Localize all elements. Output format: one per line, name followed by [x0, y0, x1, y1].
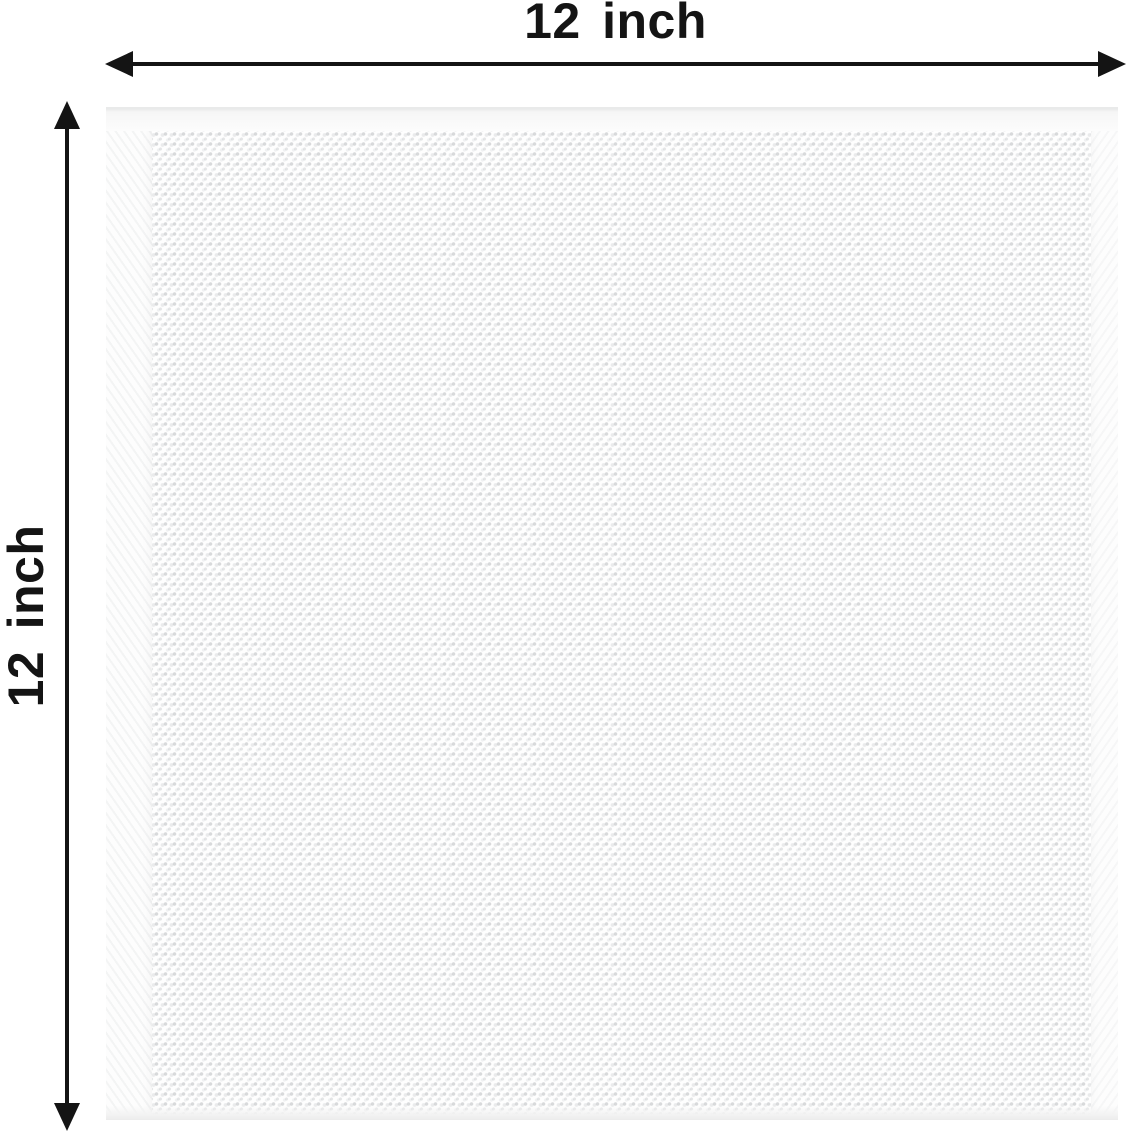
- height-dimension-label: 12 inch: [0, 524, 54, 708]
- fabric-bottom-hem: [106, 1106, 1118, 1120]
- width-dimension-arrow: [105, 51, 1126, 77]
- width-dimension-label: 12 inch: [524, 0, 707, 49]
- arrow-right-icon: [1098, 51, 1126, 77]
- fabric-top-hem: [106, 107, 1118, 131]
- fabric-swatch: [106, 107, 1118, 1120]
- fabric-selvage-left: [106, 107, 152, 1120]
- height-arrow-line: [65, 123, 69, 1109]
- width-arrow-line: [127, 62, 1104, 66]
- height-dimension-arrow: [54, 101, 80, 1131]
- arrow-down-icon: [54, 1103, 80, 1131]
- fabric-selvage-right: [1091, 107, 1118, 1120]
